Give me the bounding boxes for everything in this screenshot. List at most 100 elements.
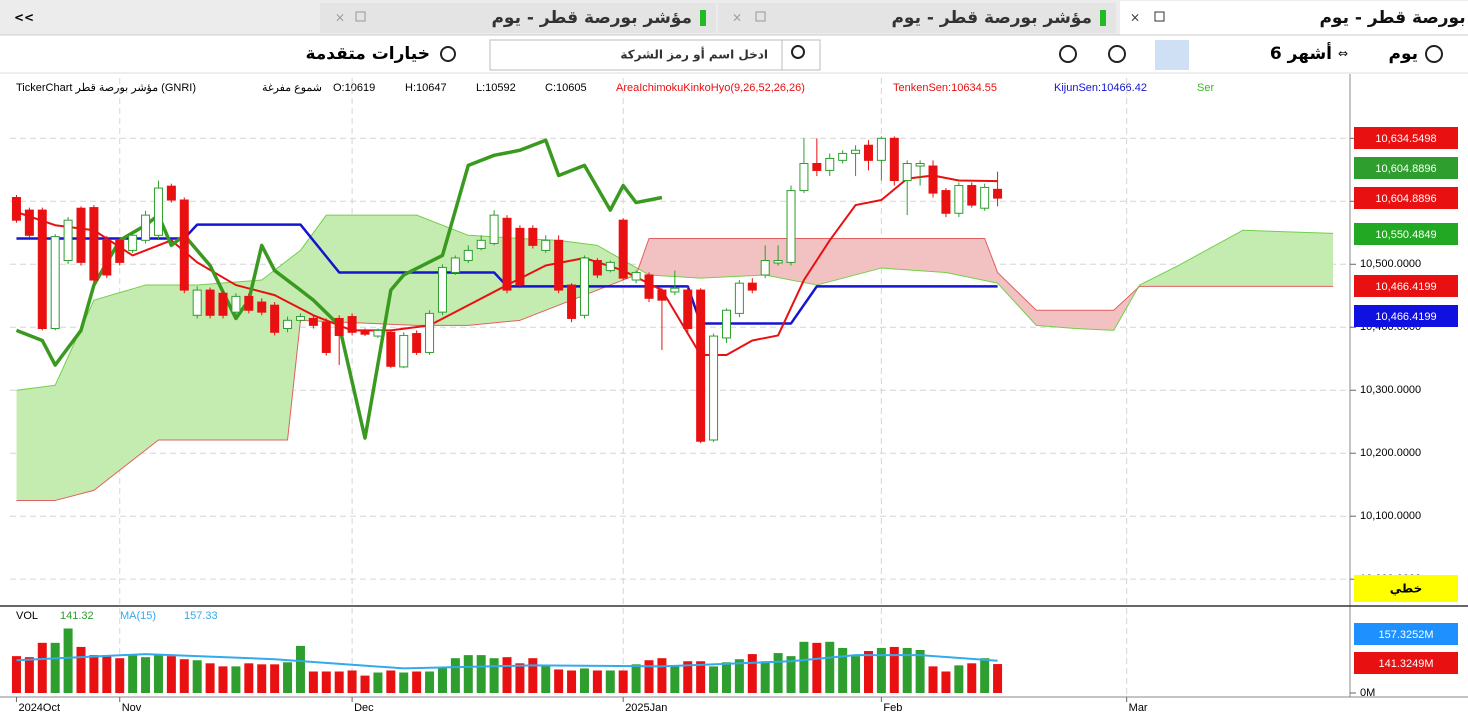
volume-bar (889, 646, 899, 693)
tab[interactable] (718, 3, 1116, 33)
volume-bar (554, 669, 564, 693)
clock-icon (1425, 45, 1443, 63)
candle-body (218, 292, 228, 316)
candle-body (489, 214, 499, 244)
volume-bar (425, 671, 435, 693)
price-label: 10,604.8896 (1375, 193, 1436, 205)
x-tick-label: Dec (354, 702, 374, 714)
candle-body (321, 321, 331, 353)
close-icon[interactable]: × (335, 11, 345, 25)
tab[interactable] (320, 3, 716, 33)
candle-body (605, 261, 615, 272)
candle-body (141, 214, 151, 241)
volume-bar (128, 655, 138, 693)
tab-title[interactable]: مؤشر بورصة قطر - يوم (491, 8, 692, 28)
candle-body (166, 185, 176, 201)
volume-bar (50, 642, 60, 693)
price-label: 10,550.4849 (1375, 229, 1436, 241)
volume-bar (928, 666, 938, 693)
search-box[interactable] (489, 39, 821, 71)
volume-bar (192, 660, 202, 693)
volume-bar (567, 670, 577, 693)
volume-bar (605, 670, 615, 693)
volume-bar (631, 664, 641, 693)
candle-body (412, 333, 422, 353)
volume-bar (166, 656, 176, 693)
volume-bar (773, 653, 783, 693)
legend-open: O:10619 (333, 82, 375, 94)
restore-icon[interactable] (1154, 11, 1165, 22)
restore-icon[interactable] (355, 11, 366, 22)
volume-bar (696, 661, 706, 693)
y-tick-label: 10,100.0000 (1360, 510, 1421, 522)
volume-bar (876, 647, 886, 693)
advanced-options[interactable]: خيارات متقدمة (305, 44, 430, 64)
volume-bar (321, 671, 331, 693)
volume-bar (760, 661, 770, 693)
candle-body (734, 282, 744, 314)
tab-title[interactable]: مؤشر بورصة قطر - يوم (891, 8, 1092, 28)
tool-icon[interactable] (1059, 45, 1077, 63)
candle-body (941, 190, 951, 214)
volume-bar (734, 659, 744, 693)
volume-bar (283, 662, 293, 693)
y-tick-label: 10,200.0000 (1360, 447, 1421, 459)
search-placeholder[interactable]: ادخل اسم أو رمز الشركة (620, 47, 768, 63)
period-button[interactable]: يوم (1388, 44, 1418, 64)
candle-body (37, 209, 47, 330)
volume-bar (618, 670, 628, 693)
back-button[interactable]: << (14, 11, 34, 25)
candle-body (192, 289, 202, 316)
close-icon[interactable]: × (1130, 11, 1140, 25)
volume-bar (709, 666, 719, 693)
price-label-box (1354, 652, 1458, 674)
volume-bar (399, 672, 409, 693)
volume-bar (747, 654, 757, 693)
volume-bar (360, 675, 370, 693)
search-icon[interactable] (791, 45, 805, 59)
indicator-line (16, 174, 998, 356)
candle-body (644, 274, 654, 299)
volume-bar (308, 671, 318, 693)
volume-bar (489, 658, 499, 693)
legend-tenkan: TenkenSen:10634.55 (893, 82, 997, 94)
candle-body (283, 319, 293, 330)
volume-bar (579, 668, 589, 693)
candle-body (308, 317, 318, 326)
volume-bar (63, 628, 73, 693)
range-button[interactable]: 6 أشهر (1270, 42, 1332, 64)
close-icon[interactable]: × (732, 11, 742, 25)
ma-name: MA(15) (120, 610, 156, 622)
tool-icon[interactable] (1108, 45, 1126, 63)
candle-body (373, 329, 383, 337)
volume-bar (851, 656, 861, 693)
candle-body (889, 137, 899, 182)
candle-body (747, 282, 757, 291)
candle-body (515, 227, 525, 286)
candle-body (244, 295, 254, 311)
x-axis-panel (0, 697, 1468, 718)
candle-body (579, 257, 589, 316)
tab-title[interactable]: مؤشر بورصة قطر - يوم (1319, 8, 1468, 28)
volume-bar (179, 659, 189, 693)
volume-bar (657, 658, 667, 693)
indicator-line (16, 223, 998, 325)
volume-bar (476, 655, 486, 693)
candle-body (89, 207, 99, 281)
price-label: 10,466.4199 (1375, 311, 1436, 323)
volume-bar (244, 663, 254, 693)
candle-body (205, 289, 215, 316)
candle-body (24, 209, 34, 236)
candle-body (696, 289, 706, 442)
candle-body (993, 188, 1003, 199)
draw-tool[interactable] (1155, 40, 1189, 70)
candle-body (386, 331, 396, 367)
volume-bar (683, 661, 693, 693)
candle-body (786, 190, 796, 263)
legend-high: H:10647 (405, 82, 447, 94)
active-tab[interactable] (1120, 1, 1468, 35)
volume-bar (967, 663, 977, 693)
restore-icon[interactable] (755, 11, 766, 22)
volume-bar (954, 665, 964, 693)
